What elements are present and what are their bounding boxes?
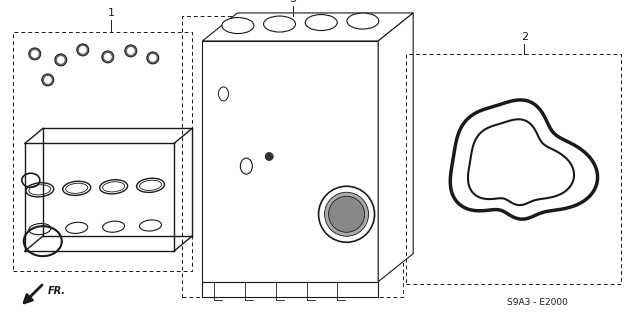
Ellipse shape — [26, 183, 54, 197]
Ellipse shape — [66, 183, 88, 193]
Ellipse shape — [347, 13, 379, 29]
Circle shape — [147, 52, 159, 64]
Circle shape — [460, 192, 467, 199]
Circle shape — [581, 166, 588, 173]
Circle shape — [556, 141, 562, 148]
Circle shape — [55, 54, 67, 66]
Ellipse shape — [100, 180, 127, 194]
Circle shape — [77, 44, 89, 56]
Ellipse shape — [66, 222, 88, 234]
Circle shape — [31, 50, 38, 57]
Text: 3: 3 — [289, 0, 296, 4]
Ellipse shape — [102, 182, 125, 192]
Text: 2: 2 — [521, 32, 528, 42]
Bar — [182, 16, 403, 297]
Circle shape — [461, 139, 468, 146]
Ellipse shape — [29, 185, 51, 195]
Ellipse shape — [305, 15, 337, 31]
Polygon shape — [202, 282, 378, 297]
Ellipse shape — [136, 178, 164, 192]
Ellipse shape — [264, 16, 296, 32]
Polygon shape — [202, 41, 378, 282]
Ellipse shape — [102, 221, 125, 232]
Circle shape — [456, 166, 463, 173]
Bar — [406, 54, 621, 284]
Circle shape — [149, 55, 156, 61]
Circle shape — [539, 125, 546, 132]
Circle shape — [58, 56, 64, 63]
Ellipse shape — [63, 181, 91, 196]
Circle shape — [536, 203, 543, 210]
Ellipse shape — [140, 220, 161, 231]
Circle shape — [265, 152, 273, 160]
Circle shape — [29, 48, 41, 60]
Circle shape — [328, 196, 365, 232]
Circle shape — [319, 186, 374, 242]
Circle shape — [566, 196, 573, 203]
Bar — [13, 32, 192, 271]
Circle shape — [127, 48, 134, 55]
Circle shape — [519, 209, 526, 216]
Text: FR.: FR. — [48, 286, 66, 296]
Polygon shape — [451, 100, 598, 219]
Ellipse shape — [222, 18, 254, 33]
Circle shape — [502, 203, 509, 210]
Circle shape — [324, 192, 369, 236]
Ellipse shape — [140, 180, 161, 190]
Circle shape — [79, 46, 86, 53]
Circle shape — [522, 107, 529, 114]
Circle shape — [102, 51, 114, 63]
Polygon shape — [202, 13, 413, 41]
Circle shape — [104, 53, 111, 60]
Circle shape — [44, 76, 51, 83]
Circle shape — [476, 118, 483, 125]
Text: 1: 1 — [108, 8, 115, 18]
Circle shape — [499, 110, 506, 117]
Polygon shape — [378, 13, 413, 282]
Polygon shape — [468, 119, 574, 205]
Ellipse shape — [218, 87, 228, 101]
Circle shape — [42, 74, 54, 86]
Text: S9A3 - E2000: S9A3 - E2000 — [507, 298, 568, 307]
Circle shape — [484, 201, 492, 208]
Ellipse shape — [29, 224, 51, 235]
Circle shape — [125, 45, 137, 57]
